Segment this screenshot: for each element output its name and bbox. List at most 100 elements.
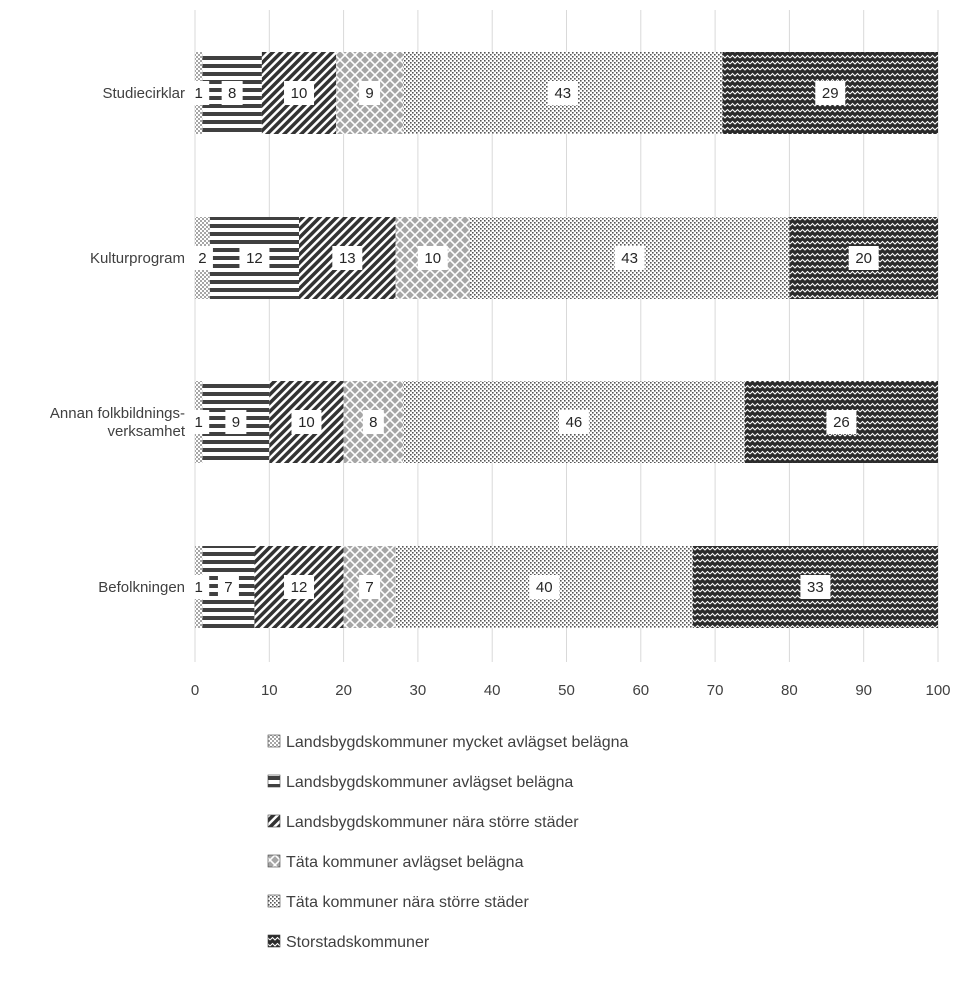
x-tick-label: 70 — [707, 682, 724, 699]
data-label-box — [191, 246, 213, 270]
legend-item: Landsbygdskommuner avlägset belägna — [267, 774, 573, 791]
legend-swatch — [267, 894, 281, 908]
x-tick-label: 80 — [781, 682, 798, 699]
legend-swatch — [267, 814, 281, 828]
data-label: 1 — [188, 81, 210, 105]
category-label: verksamhet — [107, 423, 185, 440]
data-label-box — [529, 575, 560, 599]
data-label: 10 — [284, 81, 315, 105]
data-label-text: 40 — [536, 579, 553, 596]
x-tick-label: 40 — [484, 682, 501, 699]
data-label-box — [417, 246, 448, 270]
data-label-text: 1 — [195, 414, 203, 431]
legend-swatch — [267, 774, 281, 788]
data-label: 1 — [188, 575, 210, 599]
legend-swatch — [267, 934, 281, 948]
data-labels: 1 8 10 9 43 292 12 13 10 43 201 9 10 8 46 261 7 12 7 40 33 — [188, 81, 879, 599]
data-label: 12 — [239, 246, 270, 270]
data-label-box — [362, 410, 384, 434]
data-label-text: 26 — [833, 414, 850, 431]
x-tick-label: 100 — [925, 682, 950, 699]
legend: Landsbygdskommuner mycket avlägset beläg… — [267, 734, 629, 951]
data-label-text: 8 — [228, 85, 236, 102]
x-tick-label: 50 — [558, 682, 575, 699]
data-label-box — [188, 81, 210, 105]
data-label: 46 — [558, 410, 589, 434]
data-label-box — [848, 246, 879, 270]
data-label: 40 — [529, 575, 560, 599]
legend-label: Landsbygdskommuner nära större städer — [286, 814, 579, 831]
data-label-box — [614, 246, 645, 270]
data-label-text: 20 — [855, 250, 872, 267]
x-tick-label: 0 — [191, 682, 199, 699]
legend-item: Landsbygdskommuner nära större städer — [267, 814, 579, 831]
category-axis: Studiecirklar Kulturprogram Annan folkbild… — [50, 85, 186, 596]
data-label-text: 12 — [291, 579, 308, 596]
value-axis: 0 10 20 30 40 50 60 70 80 90 100 — [191, 682, 951, 699]
data-label: 1 — [188, 410, 210, 434]
category-label: Befolkningen — [98, 579, 185, 596]
legend-swatch — [267, 734, 281, 748]
legend-label: Storstadskommuner — [286, 934, 430, 951]
data-label: 29 — [815, 81, 846, 105]
data-label-box — [826, 410, 857, 434]
data-label-box — [239, 246, 270, 270]
data-label-text: 7 — [365, 579, 373, 596]
legend-label: Landsbygdskommuner mycket avlägset beläg… — [286, 734, 629, 751]
data-label: 8 — [362, 410, 384, 434]
legend-item: Landsbygdskommuner mycket avlägset beläg… — [267, 734, 629, 751]
data-label-text: 46 — [566, 414, 583, 431]
data-label: 20 — [848, 246, 879, 270]
data-label-text: 10 — [424, 250, 441, 267]
data-label-box — [558, 410, 589, 434]
legend-item: Täta kommuner nära större städer — [267, 894, 529, 911]
data-label-box — [217, 575, 239, 599]
category-label: Kulturprogram — [90, 250, 185, 267]
data-label-text: 43 — [621, 250, 638, 267]
data-label-text: 13 — [339, 250, 356, 267]
data-label-text: 29 — [822, 85, 839, 102]
data-label-box — [188, 575, 210, 599]
legend-label: Landsbygdskommuner avlägset belägna — [286, 774, 573, 791]
data-label: 10 — [417, 246, 448, 270]
data-label-text: 7 — [224, 579, 232, 596]
x-tick-label: 10 — [261, 682, 278, 699]
data-label-text: 33 — [807, 579, 824, 596]
data-label-text: 10 — [298, 414, 315, 431]
category-label: Studiecirklar — [102, 85, 185, 102]
data-label-text: 8 — [369, 414, 377, 431]
data-label-box — [291, 410, 322, 434]
data-label: 7 — [217, 575, 239, 599]
data-label: 9 — [225, 410, 247, 434]
data-label-text: 1 — [195, 579, 203, 596]
data-label-box — [225, 410, 247, 434]
data-label-text: 9 — [232, 414, 240, 431]
data-label: 43 — [614, 246, 645, 270]
data-label: 9 — [359, 81, 381, 105]
data-label: 43 — [547, 81, 578, 105]
data-label: 33 — [800, 575, 831, 599]
data-label-text: 9 — [365, 85, 373, 102]
data-label-box — [547, 81, 578, 105]
data-label-text: 43 — [554, 85, 571, 102]
data-label: 2 — [191, 246, 213, 270]
data-label-text: 12 — [246, 250, 263, 267]
data-label-text: 2 — [198, 250, 206, 267]
data-label-box — [332, 246, 363, 270]
data-label-box — [188, 410, 210, 434]
legend-item: Täta kommuner avlägset belägna — [267, 854, 524, 871]
data-label: 26 — [826, 410, 857, 434]
data-label: 7 — [359, 575, 381, 599]
x-tick-label: 20 — [335, 682, 352, 699]
data-label-box — [800, 575, 831, 599]
data-label-text: 10 — [291, 85, 308, 102]
data-label-box — [359, 575, 381, 599]
data-label-box — [815, 81, 846, 105]
data-label: 10 — [291, 410, 322, 434]
data-label: 8 — [221, 81, 243, 105]
data-label-box — [359, 81, 381, 105]
x-tick-label: 90 — [855, 682, 872, 699]
data-label-box — [221, 81, 243, 105]
category-label: Annan folkbildnings- — [50, 405, 185, 422]
